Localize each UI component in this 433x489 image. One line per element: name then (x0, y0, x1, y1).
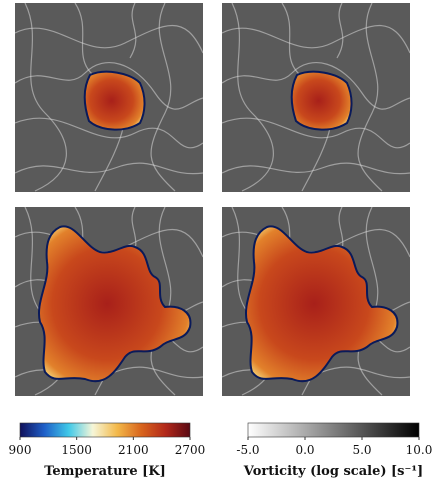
panel (222, 207, 410, 396)
tick-label: 1500 (61, 443, 92, 457)
tick-label: 2700 (175, 443, 206, 457)
panel (15, 207, 203, 396)
colorbar-title: Temperature [K] (44, 464, 166, 479)
tick-label: 0.0 (295, 443, 314, 457)
figure: 900 1500 2100 2700 Temperature [K] -5.0 0.0 5.0… (0, 0, 433, 485)
panel (15, 3, 203, 192)
colorbar (248, 423, 419, 437)
tick-label: 5.0 (352, 443, 371, 457)
panel (222, 3, 410, 192)
tick-label: 2100 (118, 443, 149, 457)
colorbar (20, 423, 190, 437)
tick-label: -5.0 (236, 443, 259, 457)
tick-label: 10.0 (406, 443, 433, 457)
tick-label: 900 (9, 443, 32, 457)
colorbar-title: Vorticity (log scale) [s⁻¹] (243, 464, 423, 479)
